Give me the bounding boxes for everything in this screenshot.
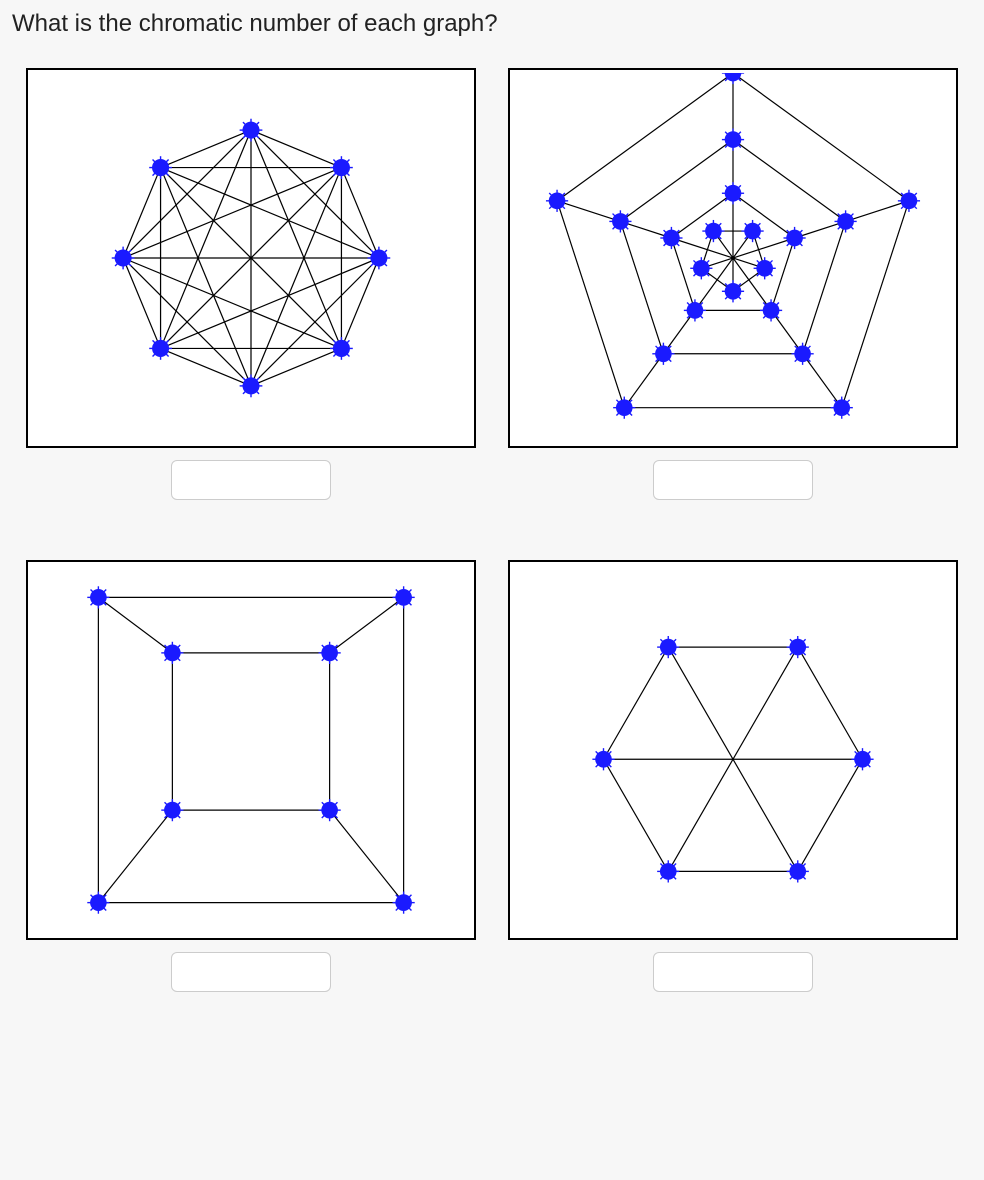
graph-cell-2 — [502, 68, 964, 500]
graph-svg-2 — [513, 73, 953, 443]
graph-box-4 — [508, 560, 958, 940]
graph-box-2 — [508, 68, 958, 448]
graph-cell-1 — [20, 68, 482, 500]
graph-cell-3 — [20, 560, 482, 992]
graph-grid — [10, 68, 974, 992]
answer-input-3[interactable] — [171, 952, 331, 992]
graph-box-3 — [26, 560, 476, 940]
answer-input-4[interactable] — [653, 952, 813, 992]
graph-svg-1 — [51, 78, 451, 438]
graph-box-1 — [26, 68, 476, 448]
question-container: What is the chromatic number of each gra… — [0, 0, 984, 1012]
question-text: What is the chromatic number of each gra… — [12, 10, 974, 38]
graph-svg-4 — [518, 565, 948, 935]
answer-input-2[interactable] — [653, 460, 813, 500]
answer-input-1[interactable] — [171, 460, 331, 500]
graph-svg-3 — [36, 565, 466, 935]
graph-cell-4 — [502, 560, 964, 992]
